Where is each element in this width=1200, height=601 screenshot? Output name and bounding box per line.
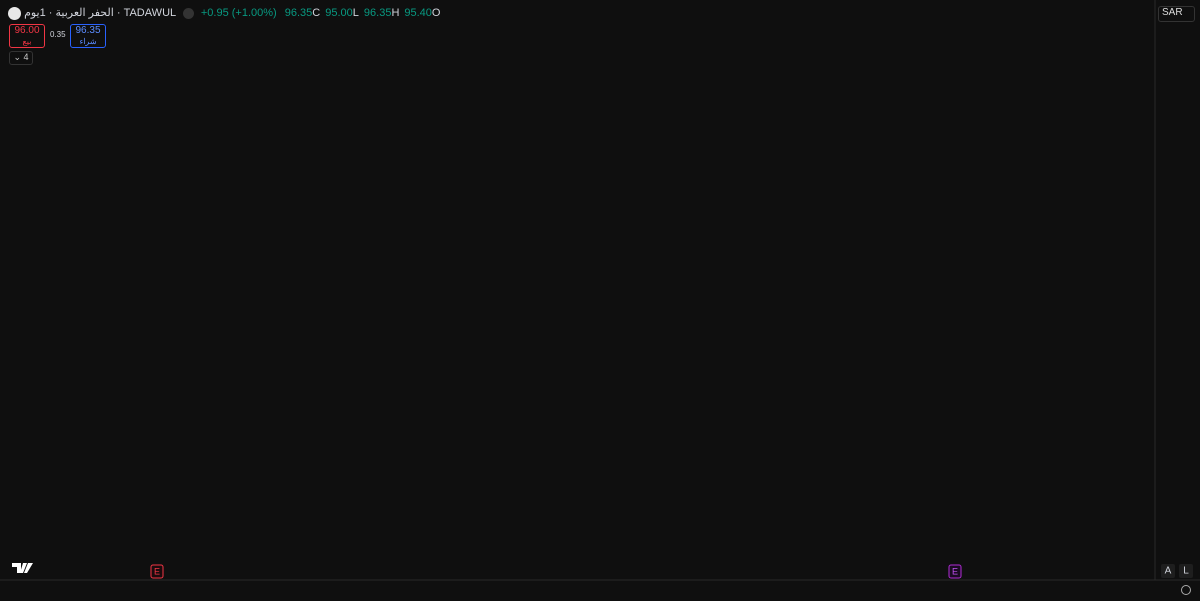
sell-price: 96.00 — [14, 25, 40, 36]
ohlc-item: 95.40O — [404, 7, 440, 19]
ohlc-value: 96.35 — [284, 7, 313, 19]
buy-label: شراء — [79, 37, 97, 46]
ohlc-key: C — [312, 7, 321, 19]
ohlc-key: O — [431, 7, 441, 19]
earnings-marker[interactable] — [150, 564, 164, 579]
ohlc-value: 95.00 — [325, 7, 353, 19]
auto-label: A — [1165, 566, 1172, 577]
auto-button[interactable] — [1161, 564, 1175, 578]
currency[interactable]: SAR — [1158, 6, 1195, 22]
log-button[interactable] — [1179, 564, 1193, 578]
ohlc: 96.35C 95.00L 96.35H 95.40O — [280, 7, 441, 19]
tv-logo — [12, 563, 33, 573]
header: الحفر العربية · 1يوم · TADAWUL +0.95 (+1… — [8, 6, 440, 20]
ohlc-item: 96.35C — [285, 7, 320, 19]
ohlc-key: H — [391, 7, 400, 19]
symbol: الحفر العربية · 1يوم · TADAWUL — [24, 7, 176, 19]
indicator-count: 4 — [23, 52, 29, 62]
earnings-label: E — [154, 566, 160, 576]
buy-price: 96.35 — [75, 25, 101, 36]
ohlc-key: L — [352, 7, 359, 19]
ohlc-item: 96.35H — [364, 7, 399, 19]
sell-label: بيع — [22, 37, 32, 46]
sell-button[interactable]: 96.00 بيع — [9, 24, 45, 48]
indicators-toggle[interactable]: ⌄ 4 — [9, 51, 33, 65]
earnings-label: E — [952, 566, 958, 576]
change: +0.95 (+1.00%) — [200, 7, 277, 19]
collapse-icon[interactable] — [182, 7, 194, 19]
log-label: L — [1183, 566, 1189, 577]
spread: 0.35 — [50, 30, 66, 39]
ohlc-value: 96.35 — [363, 7, 392, 19]
symbol-logo — [8, 6, 21, 20]
earnings-marker[interactable] — [948, 564, 962, 579]
currency-label: SAR — [1162, 7, 1183, 18]
buy-button[interactable]: 96.35 شراء — [70, 24, 106, 48]
ohlc-item: 95.00L — [325, 7, 359, 19]
settings-icon[interactable] — [1181, 585, 1191, 595]
ohlc-value: 95.40 — [404, 7, 432, 19]
